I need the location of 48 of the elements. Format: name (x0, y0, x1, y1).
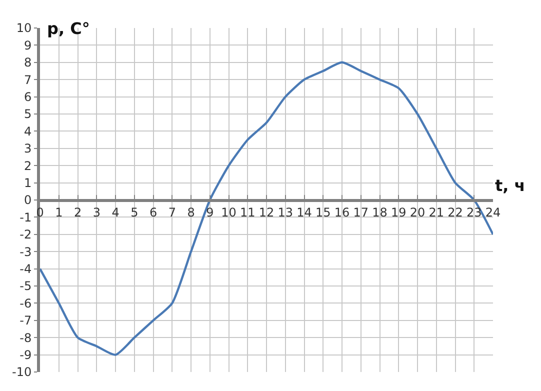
x-tick-label: 6 (149, 205, 158, 220)
x-axis-title: t, ч (495, 176, 526, 195)
y-tick-label: 6 (24, 90, 32, 104)
x-tick-label: 11 (240, 205, 256, 220)
y-tick-label: -6 (20, 296, 32, 310)
x-tick-label: 20 (410, 205, 426, 220)
y-tick-label: 8 (24, 56, 32, 70)
x-tick-label: 2 (74, 205, 82, 220)
y-tick-label: -3 (20, 244, 32, 259)
y-axis-title: p, C° (47, 19, 90, 38)
y-tick-label: -9 (20, 348, 32, 362)
y-tick-label: 10 (16, 21, 32, 36)
x-tick-label: 24 (485, 205, 501, 220)
x-tick-label: 16 (334, 205, 350, 220)
y-tick-label: -1 (20, 210, 32, 224)
x-tick-label: 22 (448, 205, 463, 220)
x-tick-label: 14 (296, 205, 312, 220)
x-tick-label: 12 (258, 205, 274, 220)
x-tick-label: 17 (353, 205, 369, 220)
y-tick-label: 1 (24, 176, 32, 190)
y-tick-label: 5 (24, 107, 32, 122)
x-tick-label: 8 (187, 205, 195, 220)
x-tick-label: 5 (130, 205, 138, 220)
x-tick-label: 15 (315, 205, 331, 220)
y-tick-label: -7 (20, 314, 32, 328)
y-tick-label: 2 (24, 158, 32, 173)
y-tick-label: 9 (24, 38, 32, 52)
y-tick-label: -4 (20, 262, 32, 276)
x-tick-label: 21 (428, 205, 444, 220)
y-tick-label: 7 (24, 72, 32, 87)
y-tick-label: -5 (20, 279, 32, 294)
y-tick-label: 4 (24, 124, 32, 138)
y-tick-label: -2 (20, 228, 32, 242)
x-tick-label: 4 (112, 205, 120, 220)
x-tick-label: 23 (466, 205, 482, 220)
x-tick-label: 13 (278, 205, 294, 220)
y-tick-label: 0 (24, 193, 32, 208)
x-tick-label: 3 (92, 205, 100, 220)
x-tick-label: 7 (168, 205, 176, 220)
x-tick-label: 1 (55, 205, 63, 220)
x-tick-label: 18 (372, 205, 388, 220)
y-tick-label: -8 (20, 330, 32, 345)
x-tick-label: 0 (36, 205, 44, 220)
x-tick-label: 9 (206, 205, 214, 220)
x-tick-label: 19 (390, 205, 406, 220)
y-tick-label: 3 (24, 142, 32, 156)
x-tick-label: 10 (221, 205, 236, 220)
y-tick-label: -10 (12, 365, 32, 380)
